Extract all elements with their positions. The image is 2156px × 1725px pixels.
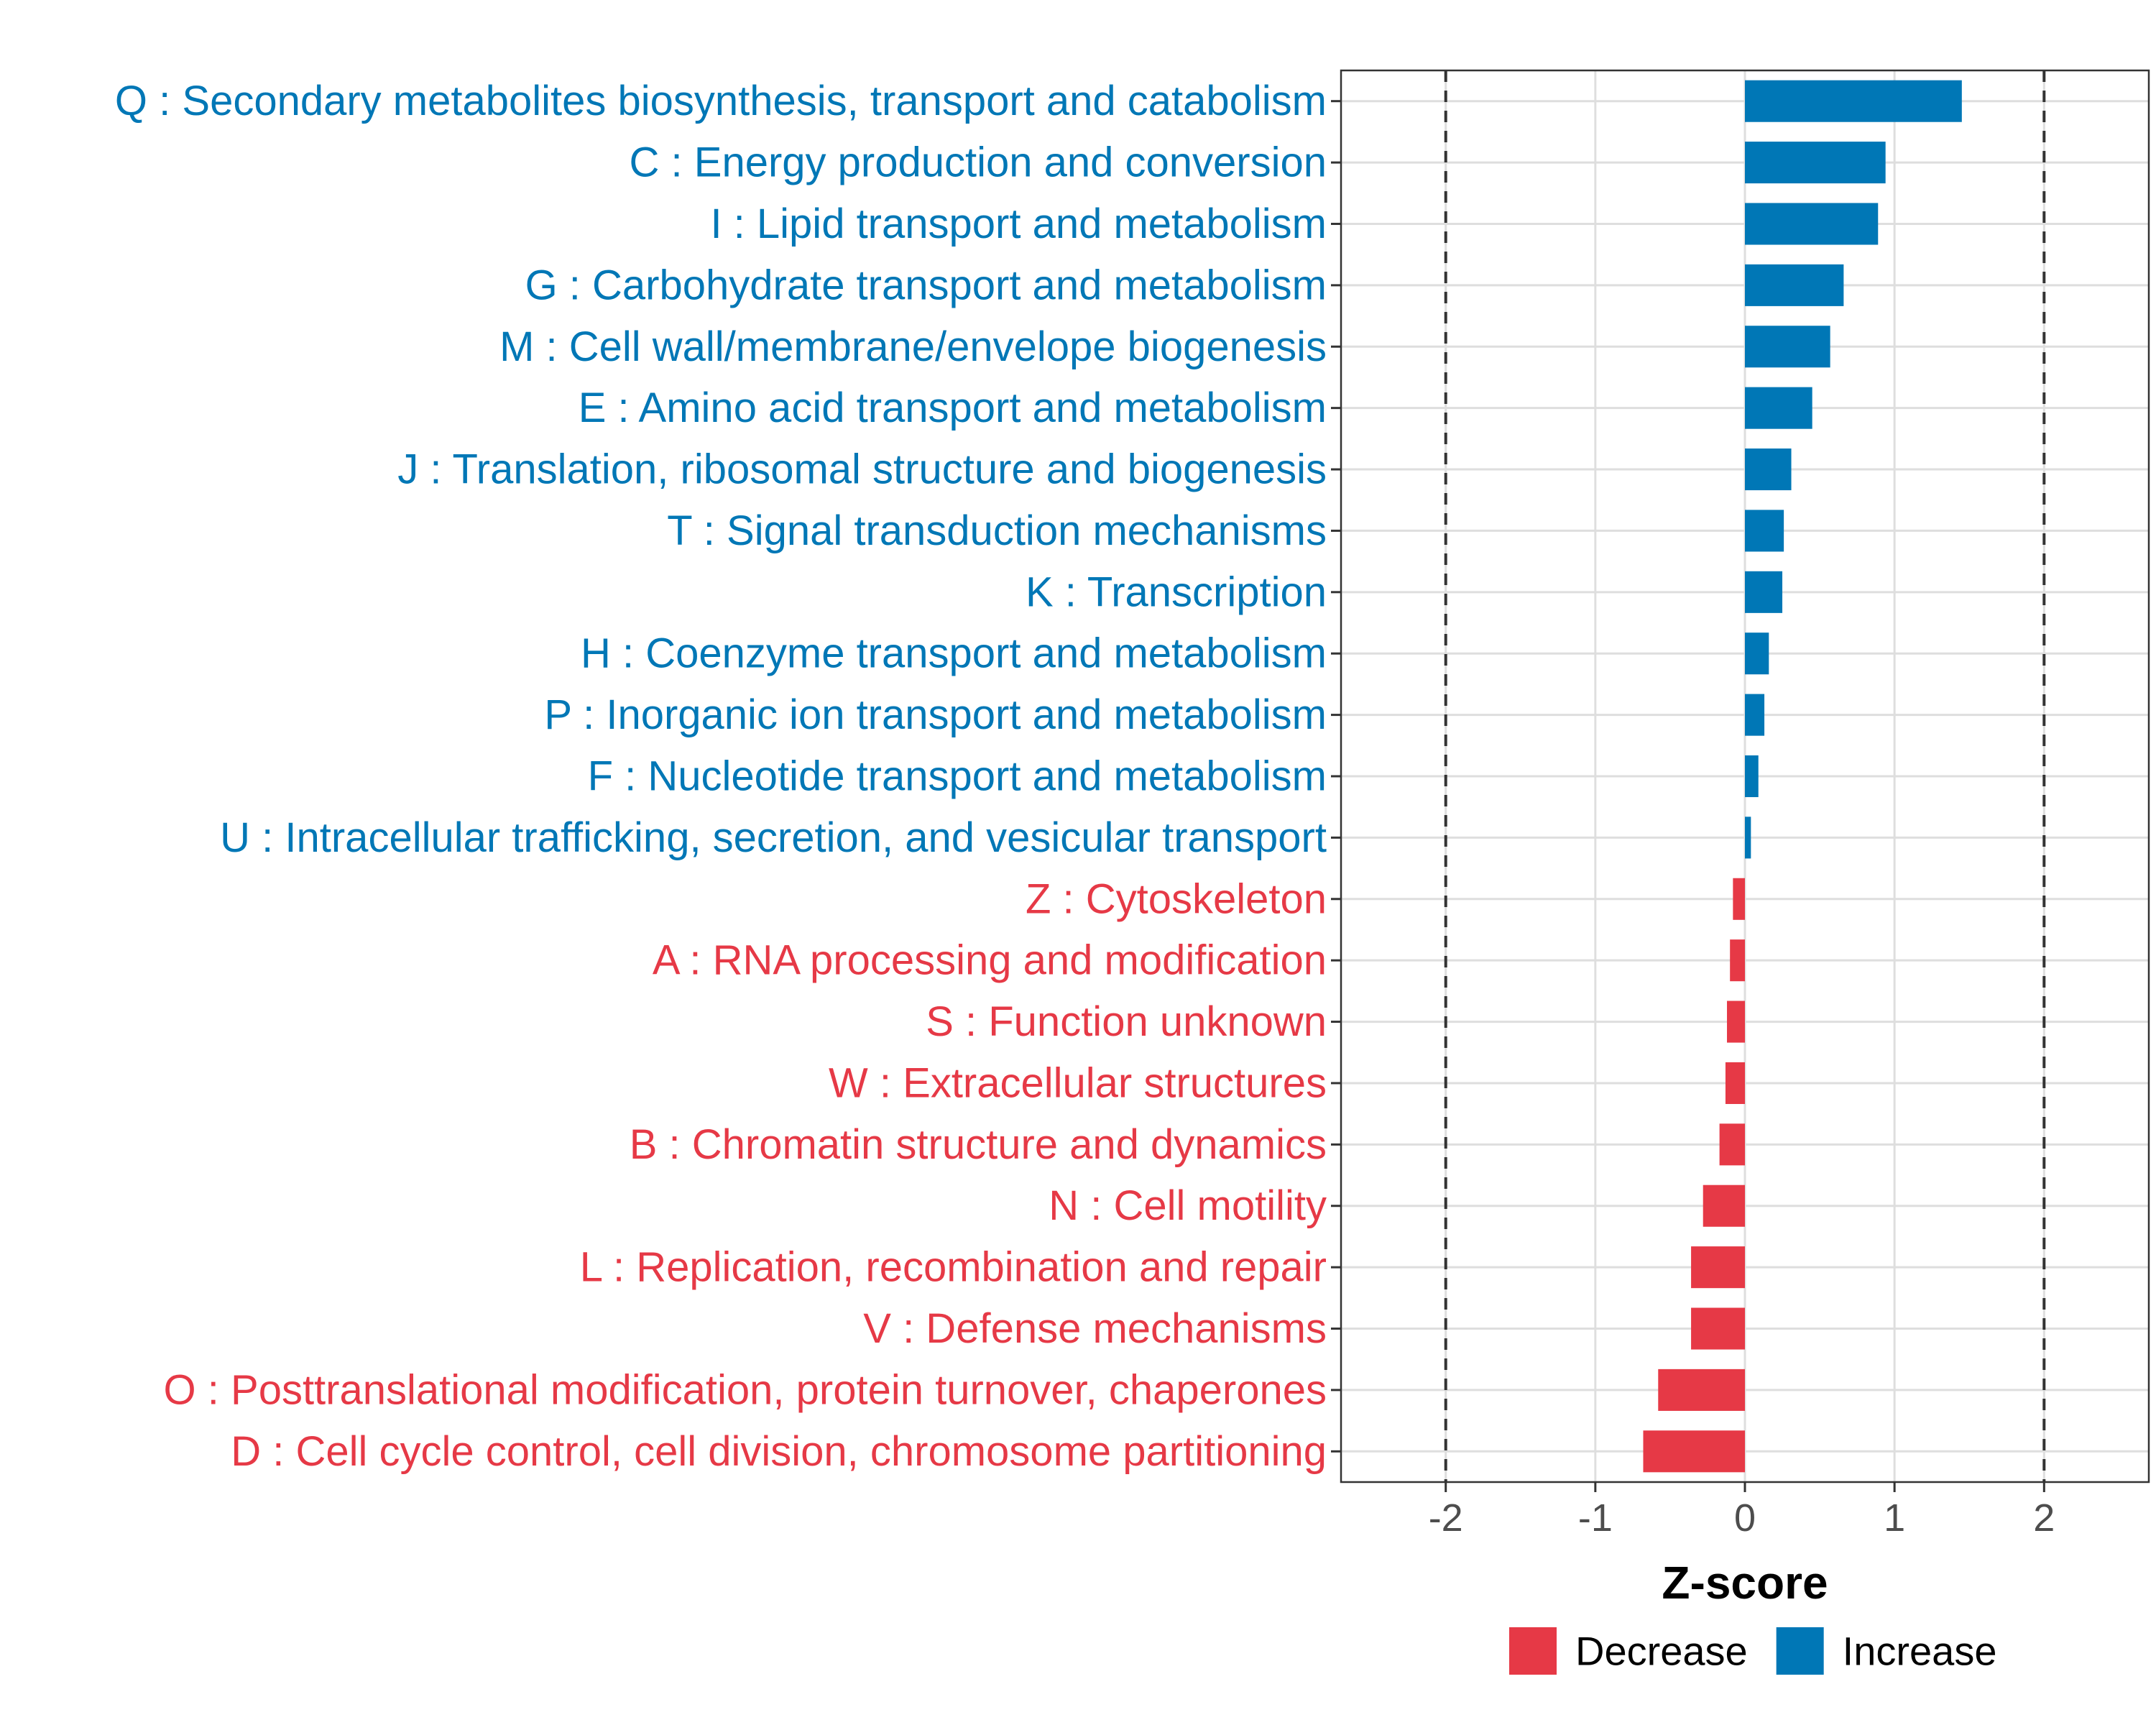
bar <box>1745 80 1962 122</box>
reference-lines <box>1444 70 2046 1482</box>
x-axis-ticks: -2 -1 0 1 2 <box>1429 1482 2055 1540</box>
bar <box>1745 694 1765 736</box>
bar <box>1745 755 1759 798</box>
x-tick-label: -1 <box>1578 1496 1613 1540</box>
bar <box>1745 387 1812 429</box>
category-label: Z : Cytoskeleton <box>1026 875 1327 922</box>
category-label: H : Coenzyme transport and metabolism <box>581 630 1327 677</box>
category-label: G : Carbohydrate transport and metabolis… <box>525 262 1327 308</box>
category-label: N : Cell motility <box>1049 1182 1327 1229</box>
bar <box>1730 939 1745 982</box>
x-tick-label: 1 <box>1884 1496 1905 1540</box>
y-axis-ticks <box>1331 100 1341 1453</box>
bar <box>1745 264 1844 306</box>
x-tick-label: 0 <box>1734 1496 1756 1540</box>
category-label: A : RNA processing and modification <box>653 937 1327 984</box>
bar <box>1745 448 1792 491</box>
category-label: T : Signal transduction mechanisms <box>667 507 1327 554</box>
bar <box>1745 142 1886 184</box>
bar <box>1745 571 1783 613</box>
bar <box>1745 632 1769 675</box>
category-label: U : Intracellular trafficking, secretion… <box>220 814 1327 861</box>
category-label: S : Function unknown <box>926 998 1327 1045</box>
bar <box>1643 1430 1745 1473</box>
category-label: J : Translation, ribosomal structure and… <box>397 446 1327 493</box>
legend-label: Increase <box>1843 1629 1997 1674</box>
bar <box>1658 1368 1745 1411</box>
category-label: M : Cell wall/membrane/envelope biogenes… <box>499 323 1327 370</box>
category-label: P : Inorganic ion transport and metaboli… <box>544 691 1327 738</box>
x-axis-title: Z-score <box>1662 1557 1828 1609</box>
category-label: C : Energy production and conversion <box>630 139 1327 186</box>
category-label: I : Lipid transport and metabolism <box>710 201 1327 247</box>
legend: Decrease Increase <box>1509 1627 1996 1675</box>
bar <box>1703 1184 1745 1227</box>
category-label: V : Defense mechanisms <box>863 1305 1327 1352</box>
category-labels: Q : Secondary metabolites biosynthesis, … <box>115 78 1327 1475</box>
category-label: O : Posttranslational modification, prot… <box>164 1366 1327 1413</box>
bar <box>1727 1000 1745 1043</box>
bar <box>1691 1246 1745 1289</box>
category-label: Q : Secondary metabolites biosynthesis, … <box>115 78 1327 124</box>
category-label: W : Extracellular structures <box>829 1059 1327 1106</box>
bar <box>1745 816 1751 859</box>
legend-key <box>1509 1627 1557 1675</box>
bar <box>1745 203 1879 245</box>
bars <box>1643 80 1962 1473</box>
legend-label: Decrease <box>1575 1629 1748 1674</box>
bar <box>1691 1307 1745 1350</box>
bar <box>1725 1062 1745 1104</box>
bar <box>1719 1123 1745 1166</box>
legend-key <box>1776 1627 1824 1675</box>
category-label: E : Amino acid transport and metabolism <box>579 385 1327 431</box>
category-label: F : Nucleotide transport and metabolism <box>588 753 1327 800</box>
bar <box>1733 878 1745 920</box>
x-tick-label: 2 <box>2033 1496 2055 1540</box>
bar <box>1745 326 1830 368</box>
category-label: B : Chromatin structure and dynamics <box>630 1121 1327 1168</box>
bar <box>1745 510 1784 552</box>
category-label: K : Transcription <box>1026 569 1327 615</box>
x-tick-label: -2 <box>1429 1496 1463 1540</box>
category-label: L : Replication, recombination and repai… <box>580 1244 1327 1291</box>
category-label: D : Cell cycle control, cell division, c… <box>231 1428 1327 1475</box>
